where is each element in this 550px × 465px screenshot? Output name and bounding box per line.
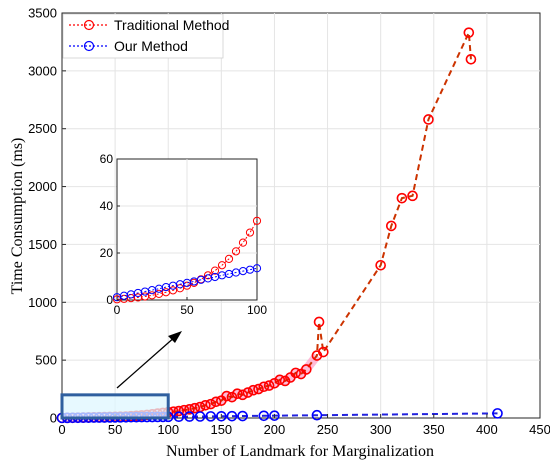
inset-data-point — [252, 216, 262, 225]
inset-x-tick-label: 100 — [247, 303, 267, 317]
x-tick-label: 50 — [108, 422, 122, 437]
y-tick-label: 1000 — [28, 295, 57, 310]
data-point — [313, 316, 325, 328]
data-point — [231, 388, 243, 400]
y-tick-label: 2500 — [28, 121, 57, 136]
data-point — [216, 410, 227, 422]
y-tick-label: 1500 — [28, 237, 57, 252]
x-tick-label: 0 — [58, 422, 65, 437]
x-tick-label: 250 — [317, 422, 339, 437]
data-point — [226, 391, 238, 403]
inset-y-tick-label: 60 — [100, 152, 114, 166]
data-point — [258, 381, 270, 393]
data-point — [205, 411, 217, 422]
inset-y-tick-label: 40 — [100, 199, 114, 213]
data-point — [396, 192, 408, 204]
inset-x-tick-label: 50 — [180, 303, 194, 317]
legend-marker-traditional — [83, 19, 95, 31]
data-point — [385, 220, 397, 232]
x-tick-label: 400 — [476, 422, 498, 437]
inset-data-point — [224, 254, 234, 263]
data-point — [492, 408, 503, 419]
inset-data-point — [245, 228, 255, 237]
x-tick-label: 150 — [210, 422, 232, 437]
data-point — [465, 53, 477, 65]
y-tick-label: 3500 — [28, 6, 57, 21]
y-tick-label: 500 — [35, 353, 57, 368]
data-point — [210, 396, 222, 408]
inset-chart: 0 50 100 0 20 40 60 — [100, 152, 268, 317]
inset-data-point — [210, 266, 220, 275]
data-point — [407, 190, 418, 202]
data-point — [173, 411, 185, 423]
inset-y-tick-label: 20 — [100, 246, 114, 260]
data-point — [258, 410, 270, 422]
inset-series-layer — [112, 216, 262, 304]
data-point — [226, 410, 238, 422]
legend-marker-ours — [83, 40, 95, 52]
y-tick-label: 3000 — [28, 63, 57, 78]
data-point — [463, 27, 475, 38]
data-point — [237, 410, 248, 422]
data-point — [200, 399, 211, 411]
legend-item-traditional: Traditional Method — [69, 17, 229, 33]
legend-label-ours: Our Method — [114, 38, 188, 54]
data-point — [221, 390, 232, 402]
data-point — [237, 389, 248, 401]
zoom-region-box — [60, 393, 170, 420]
data-point — [242, 387, 254, 398]
legend-box — [62, 13, 224, 59]
legend: Traditional Method Our Method — [62, 13, 229, 59]
inset-data-point — [217, 261, 227, 270]
y-axis-label: Time Consumption (ms) — [9, 138, 26, 295]
inset-grid-lines — [117, 159, 257, 300]
inset-data-point — [252, 264, 262, 273]
data-point — [274, 374, 286, 386]
data-point — [301, 364, 312, 375]
zoom-arrow-icon — [116, 331, 182, 389]
data-point — [269, 377, 280, 389]
x-tick-label: 300 — [370, 422, 392, 437]
data-point — [269, 410, 280, 421]
x-tick-label: 350 — [423, 422, 445, 437]
legend-label-traditional: Traditional Method — [114, 17, 229, 33]
data-point — [318, 346, 329, 358]
x-tick-label: 450 — [529, 422, 550, 437]
data-point — [184, 411, 195, 422]
inset-axis-ticks: 0 50 100 0 20 40 60 — [100, 152, 268, 317]
data-point — [184, 404, 195, 415]
data-point — [205, 398, 217, 410]
inset-y-tick-label: 0 — [106, 293, 113, 307]
data-point — [279, 375, 291, 387]
data-point — [173, 405, 185, 417]
data-point — [311, 409, 323, 421]
data-point — [290, 367, 301, 379]
x-tick-label: 200 — [264, 422, 286, 437]
x-axis-label: Number of Landmark for Marginalization — [166, 443, 434, 460]
data-point — [247, 384, 259, 396]
y-tick-label: 0 — [50, 411, 57, 426]
inset-data-point — [231, 247, 241, 256]
data-point — [423, 114, 434, 125]
y-tick-label: 2000 — [28, 179, 57, 194]
data-point — [194, 411, 206, 422]
x-tick-label: 100 — [157, 422, 179, 437]
inset-series-ours — [112, 264, 262, 302]
legend-item-ours: Our Method — [69, 38, 188, 54]
inset-x-tick-label: 0 — [114, 303, 121, 317]
data-point — [375, 259, 386, 271]
axis-ticks: 0 50 100 150 200 250 300 350 400 4500500100015002… — [28, 6, 550, 438]
data-point — [178, 404, 190, 416]
data-point — [253, 383, 264, 395]
data-point — [263, 380, 275, 391]
data-point — [189, 402, 201, 414]
inset-data-point — [238, 238, 248, 247]
